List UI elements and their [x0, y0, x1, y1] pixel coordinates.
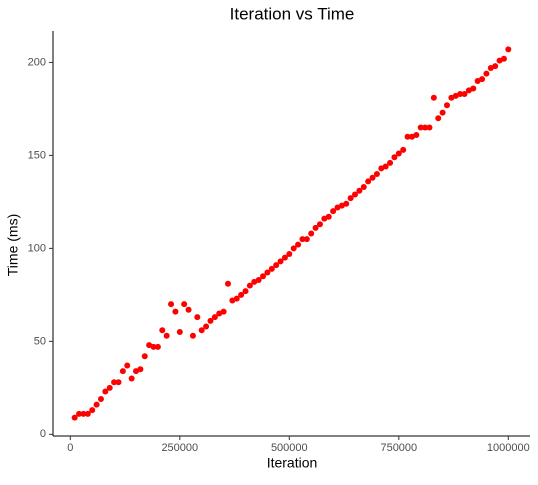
point: [176, 329, 183, 336]
point: [207, 317, 214, 324]
point: [404, 133, 411, 140]
x-tick-label: 750000: [380, 442, 417, 454]
point: [325, 213, 332, 220]
point: [356, 187, 363, 194]
x-tick-label: 250000: [161, 442, 198, 454]
point: [316, 221, 323, 228]
point: [84, 410, 91, 417]
point: [246, 282, 253, 289]
point: [277, 258, 284, 265]
point: [181, 301, 188, 308]
point: [391, 154, 398, 161]
point: [89, 407, 96, 414]
point: [308, 230, 315, 237]
x-tick-label: 1000000: [487, 442, 530, 454]
point: [461, 91, 468, 98]
point: [154, 343, 161, 350]
point: [360, 184, 367, 191]
point: [373, 170, 380, 177]
point: [443, 102, 450, 109]
point: [111, 379, 118, 386]
point: [224, 280, 231, 287]
point: [483, 70, 490, 77]
point: [163, 332, 170, 339]
point: [457, 91, 464, 98]
point: [290, 245, 297, 252]
point: [220, 308, 227, 315]
point: [76, 410, 83, 417]
point: [365, 178, 372, 185]
point: [273, 262, 280, 269]
point: [430, 94, 437, 101]
point: [97, 395, 104, 402]
point: [439, 109, 446, 116]
point: [141, 353, 148, 360]
point: [347, 195, 354, 202]
point: [203, 323, 210, 330]
point: [417, 124, 424, 131]
point: [413, 131, 420, 138]
y-tick-label: 50: [34, 335, 46, 347]
point: [470, 85, 477, 92]
point: [295, 241, 302, 248]
point: [238, 291, 245, 298]
point: [286, 250, 293, 257]
chart-title: Iteration vs Time: [230, 4, 355, 23]
point: [189, 332, 196, 339]
point: [303, 236, 310, 243]
y-tick-label: 0: [40, 428, 46, 440]
point: [352, 191, 359, 198]
point: [124, 362, 131, 369]
x-tick-label: 0: [67, 442, 73, 454]
point: [395, 150, 402, 157]
point: [128, 375, 135, 382]
point: [80, 410, 87, 417]
point: [312, 224, 319, 231]
point: [137, 366, 144, 373]
x-axis-title: Iteration: [267, 455, 318, 471]
point: [505, 46, 512, 53]
x-tick-label: 500000: [271, 442, 308, 454]
point: [492, 63, 499, 70]
point: [159, 327, 166, 334]
point: [233, 295, 240, 302]
point: [115, 379, 122, 386]
point: [382, 163, 389, 170]
point: [93, 401, 100, 408]
y-axis-title: Time (ms): [5, 214, 21, 276]
point: [479, 76, 486, 83]
point: [260, 273, 267, 280]
point: [242, 288, 249, 295]
point: [211, 314, 218, 321]
point: [500, 55, 507, 62]
point: [299, 236, 306, 243]
y-tick-label: 100: [28, 242, 46, 254]
point: [106, 384, 113, 391]
point: [387, 159, 394, 166]
point: [194, 314, 201, 321]
point: [172, 308, 179, 315]
point: [268, 265, 275, 272]
point: [330, 208, 337, 215]
point: [369, 174, 376, 181]
point: [422, 124, 429, 131]
point: [119, 368, 126, 375]
point: [255, 276, 262, 283]
point: [343, 200, 350, 207]
point: [426, 124, 433, 131]
point: [71, 414, 78, 421]
point: [198, 327, 205, 334]
point: [400, 146, 407, 153]
point: [185, 306, 192, 313]
y-tick-label: 150: [28, 149, 46, 161]
point: [435, 115, 442, 122]
point: [150, 343, 157, 350]
point: [168, 301, 175, 308]
point: [281, 254, 288, 261]
y-tick-label: 200: [28, 56, 46, 68]
point: [264, 269, 271, 276]
point: [102, 388, 109, 395]
